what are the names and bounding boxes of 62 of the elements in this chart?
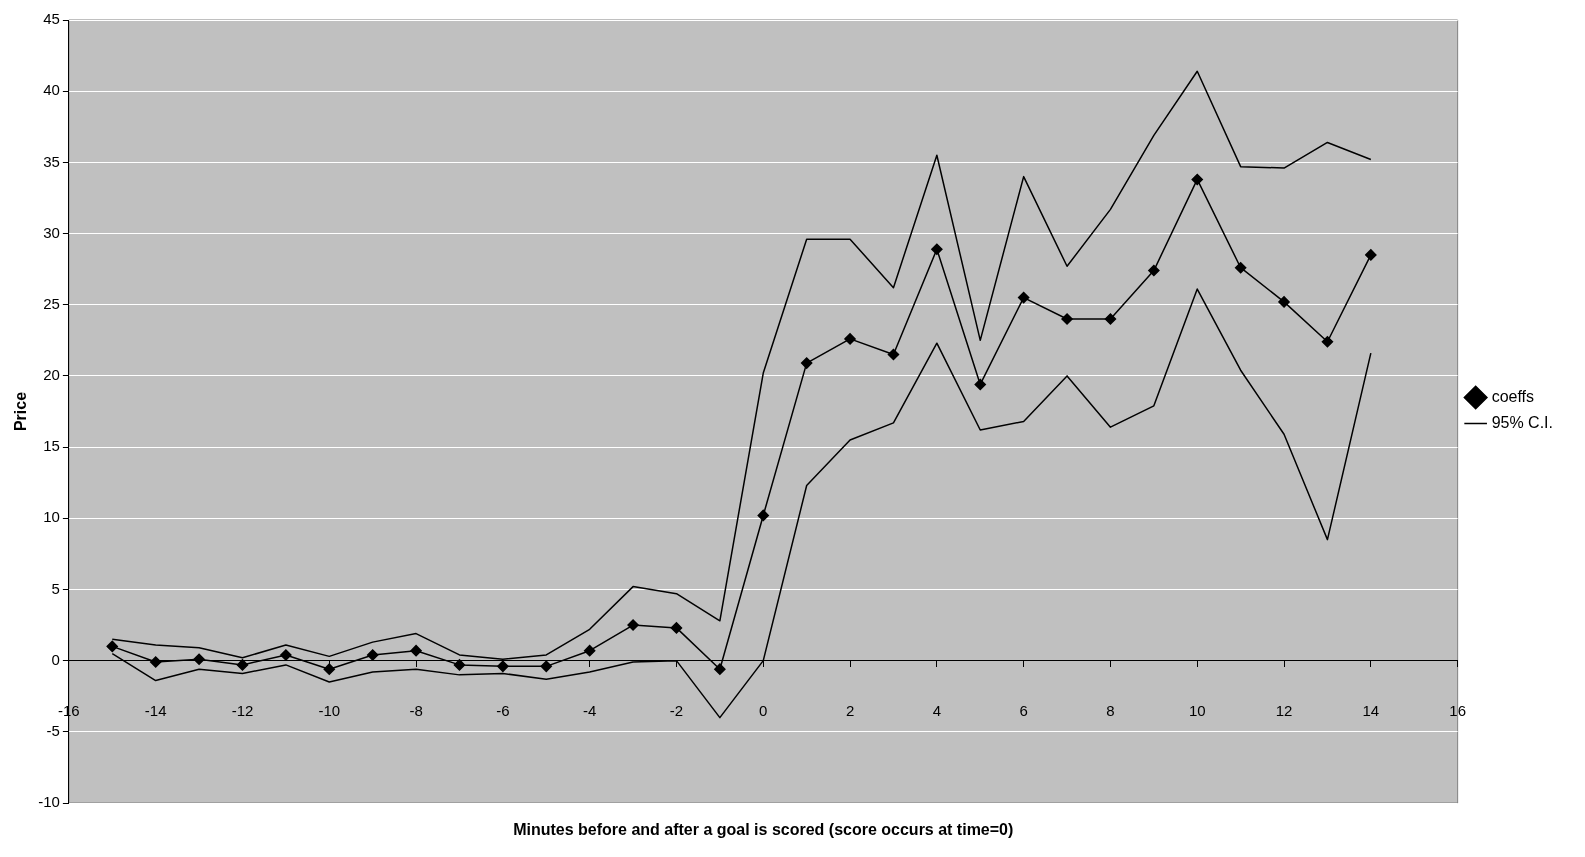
point bbox=[280, 649, 292, 661]
x-tick-label: -10 bbox=[318, 701, 341, 719]
x-tick-label: 16 bbox=[1449, 701, 1466, 719]
x-tick-label: 4 bbox=[932, 701, 942, 719]
x-tick-label: 2 bbox=[845, 701, 855, 719]
legend-label: coeffs bbox=[1491, 387, 1535, 405]
point bbox=[670, 622, 683, 634]
point bbox=[844, 333, 856, 345]
y-tick-label: -5 bbox=[46, 721, 60, 739]
point bbox=[1104, 313, 1117, 325]
point bbox=[540, 660, 553, 673]
point bbox=[1061, 313, 1073, 325]
y-tick-label: 45 bbox=[43, 10, 60, 28]
x-tick-label: -14 bbox=[144, 701, 167, 719]
point bbox=[800, 357, 813, 369]
y-tick-label: 20 bbox=[43, 366, 60, 384]
point bbox=[1148, 264, 1160, 277]
point bbox=[1321, 335, 1334, 348]
x-tick-label: 0 bbox=[759, 701, 768, 719]
point bbox=[1234, 261, 1247, 274]
x-tick-label: 12 bbox=[1275, 701, 1293, 719]
point bbox=[1365, 249, 1377, 261]
point bbox=[193, 653, 205, 665]
y-tick-label: 40 bbox=[43, 81, 60, 99]
point bbox=[1017, 291, 1030, 304]
x-axis-title: Minutes before and after a goal is scored (score occurs at time=0) bbox=[513, 821, 1014, 839]
y-tick-label: 10 bbox=[43, 508, 60, 526]
x-tick-label: -2 bbox=[669, 701, 684, 719]
y-tick-label: 15 bbox=[43, 437, 60, 455]
point bbox=[583, 644, 596, 657]
y-axis-title: Price bbox=[12, 391, 30, 432]
x-tick-label: 6 bbox=[1019, 701, 1028, 719]
y-tick-label: 0 bbox=[51, 650, 60, 668]
point bbox=[974, 378, 986, 391]
y-tick-label: -10 bbox=[38, 793, 60, 811]
point bbox=[323, 663, 336, 675]
point bbox=[627, 619, 639, 631]
point bbox=[149, 656, 162, 668]
x-tick-label: 10 bbox=[1188, 701, 1206, 719]
point bbox=[757, 509, 770, 522]
x-tick-label: -4 bbox=[582, 701, 597, 719]
x-tick-label: -12 bbox=[231, 701, 254, 719]
point bbox=[1278, 296, 1290, 308]
y-tick-label: 5 bbox=[51, 579, 60, 597]
point bbox=[497, 660, 509, 673]
x-tick-label: 14 bbox=[1362, 701, 1380, 719]
point bbox=[106, 640, 119, 653]
point bbox=[410, 644, 422, 657]
point bbox=[931, 243, 943, 255]
legend-label: 95% C.I. bbox=[1491, 413, 1553, 431]
point bbox=[887, 348, 900, 361]
point bbox=[236, 659, 249, 671]
y-tick-label: 25 bbox=[43, 294, 60, 312]
x-tick-label: -6 bbox=[496, 701, 510, 719]
point bbox=[714, 663, 726, 675]
point bbox=[453, 659, 466, 671]
point bbox=[1191, 173, 1203, 186]
y-tick-label: 35 bbox=[43, 152, 60, 170]
point bbox=[366, 649, 379, 661]
x-tick-label: 8 bbox=[1106, 701, 1115, 719]
x-tick-label: -8 bbox=[409, 701, 423, 719]
y-tick-label: 30 bbox=[43, 223, 60, 241]
